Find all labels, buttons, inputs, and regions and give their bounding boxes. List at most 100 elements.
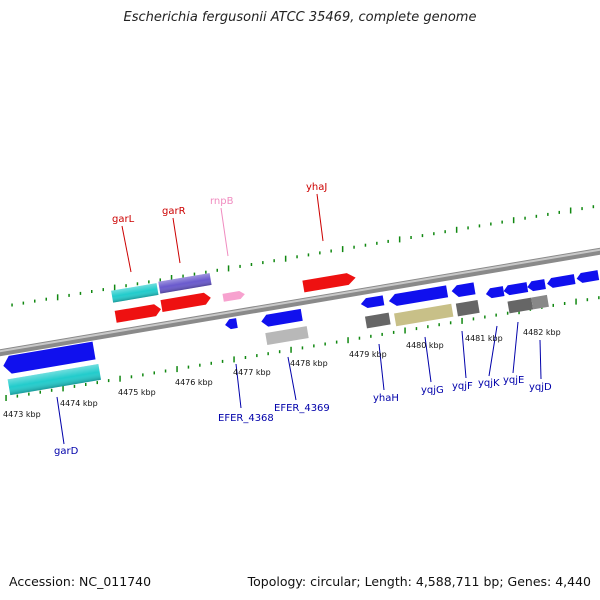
minor-tick bbox=[501, 220, 503, 224]
gene-feature[interactable] bbox=[364, 312, 391, 329]
gene-label-garD[interactable]: garD bbox=[54, 446, 79, 457]
scale-label: 4481 kbp bbox=[465, 334, 503, 343]
minor-tick bbox=[319, 251, 321, 255]
minor-tick bbox=[364, 243, 367, 247]
major-tick bbox=[176, 366, 178, 373]
label-leader-lines bbox=[56, 193, 542, 445]
scale-label: 4474 kbp bbox=[60, 399, 98, 408]
gene-feature[interactable] bbox=[394, 303, 454, 327]
minor-tick bbox=[187, 365, 190, 369]
gene-feature[interactable] bbox=[455, 299, 480, 317]
gene-feature[interactable] bbox=[576, 270, 600, 284]
minor-tick bbox=[467, 226, 469, 230]
major-tick bbox=[569, 207, 572, 214]
gene-feature[interactable] bbox=[2, 341, 96, 375]
gene-feature[interactable] bbox=[503, 282, 529, 296]
minor-tick bbox=[130, 375, 133, 379]
minor-tick bbox=[592, 205, 595, 209]
gene-feature[interactable] bbox=[531, 294, 549, 310]
gene-features bbox=[2, 270, 600, 396]
minor-tick bbox=[39, 390, 41, 394]
minor-tick bbox=[107, 379, 110, 383]
minor-tick bbox=[296, 255, 298, 259]
gene-label-yqjE[interactable]: yqjE bbox=[503, 375, 524, 386]
major-tick bbox=[455, 226, 458, 233]
scale-label: 4482 kbp bbox=[523, 328, 561, 337]
map-title: Escherichia fergusonii ATCC 35469, compl… bbox=[123, 10, 477, 25]
gene-feature[interactable] bbox=[302, 272, 356, 293]
gene-label-yhaH[interactable]: yhaH bbox=[373, 393, 399, 404]
scale-label: 4480 kbp bbox=[406, 341, 444, 350]
minor-tick bbox=[415, 327, 418, 331]
minor-tick bbox=[478, 224, 481, 228]
minor-tick bbox=[273, 259, 275, 263]
minor-tick bbox=[102, 288, 104, 292]
gene-label-yqjK[interactable]: yqjK bbox=[478, 378, 500, 389]
minor-tick bbox=[250, 263, 253, 266]
minor-tick bbox=[22, 301, 25, 305]
gene-label-garL[interactable]: garL bbox=[112, 214, 135, 225]
minor-tick bbox=[410, 236, 412, 239]
major-tick bbox=[284, 255, 287, 262]
gene-feature[interactable] bbox=[507, 297, 534, 314]
minor-tick bbox=[11, 303, 13, 307]
gene-feature[interactable] bbox=[546, 274, 576, 289]
accession-text: Accession: NC_011740 bbox=[9, 574, 152, 589]
scale-label: 4477 kbp bbox=[233, 368, 271, 377]
minor-tick bbox=[199, 363, 201, 367]
major-tick bbox=[347, 337, 349, 344]
topology-text: Topology: circular; Length: 4,588,711 bp… bbox=[247, 574, 591, 589]
minor-tick bbox=[495, 313, 497, 317]
gene-label-yhaJ[interactable]: yhaJ bbox=[306, 182, 327, 193]
minor-tick bbox=[598, 296, 600, 300]
gene-feature[interactable] bbox=[160, 292, 211, 312]
major-tick bbox=[119, 375, 121, 382]
minor-tick bbox=[313, 344, 315, 348]
minor-tick bbox=[50, 388, 53, 392]
gene-feature[interactable] bbox=[527, 279, 546, 292]
minor-tick bbox=[535, 214, 538, 218]
minor-tick bbox=[392, 330, 395, 334]
gene-feature[interactable] bbox=[265, 326, 309, 345]
minor-tick bbox=[28, 392, 30, 396]
major-tick bbox=[461, 317, 463, 324]
gene-label-yqjF[interactable]: yqjF bbox=[452, 381, 473, 392]
gene-label-EFER_4369[interactable]: EFER_4369 bbox=[274, 403, 330, 414]
major-tick bbox=[398, 236, 401, 243]
major-tick bbox=[56, 294, 59, 301]
minor-tick bbox=[164, 369, 167, 373]
minor-tick bbox=[444, 230, 446, 234]
major-tick bbox=[5, 395, 7, 401]
minor-tick bbox=[484, 315, 486, 319]
gene-feature[interactable] bbox=[485, 286, 505, 299]
minor-tick bbox=[381, 332, 383, 336]
scale-label: 4476 kbp bbox=[175, 378, 213, 387]
gene-label-yqjG[interactable]: yqjG bbox=[421, 385, 444, 396]
minor-tick bbox=[330, 249, 332, 253]
minor-tick bbox=[68, 293, 70, 297]
major-tick bbox=[233, 356, 235, 363]
gene-feature[interactable] bbox=[360, 295, 385, 309]
gene-label-EFER_4368[interactable]: EFER_4368 bbox=[218, 413, 274, 424]
minor-tick bbox=[472, 317, 475, 321]
minor-tick bbox=[370, 334, 372, 338]
gene-feature[interactable] bbox=[260, 308, 303, 328]
minor-tick bbox=[221, 359, 224, 363]
gene-label-garR[interactable]: garR bbox=[162, 206, 186, 217]
gene-feature[interactable] bbox=[451, 282, 476, 298]
major-tick bbox=[512, 217, 515, 224]
minor-tick bbox=[307, 253, 310, 257]
gene-feature[interactable] bbox=[388, 285, 449, 307]
gene-feature[interactable] bbox=[114, 303, 162, 323]
minor-tick bbox=[216, 268, 218, 272]
lower-scale-ticks bbox=[5, 296, 600, 401]
minor-tick bbox=[547, 212, 549, 216]
gene-label-yqjD[interactable]: yqjD bbox=[529, 382, 552, 393]
scale-label: 4478 kbp bbox=[290, 359, 328, 368]
minor-tick bbox=[79, 291, 82, 295]
gene-feature[interactable] bbox=[224, 318, 238, 330]
minor-tick bbox=[490, 222, 492, 226]
gene-label-rnpB[interactable]: rnpB bbox=[210, 196, 234, 207]
gene-feature[interactable] bbox=[222, 290, 245, 302]
